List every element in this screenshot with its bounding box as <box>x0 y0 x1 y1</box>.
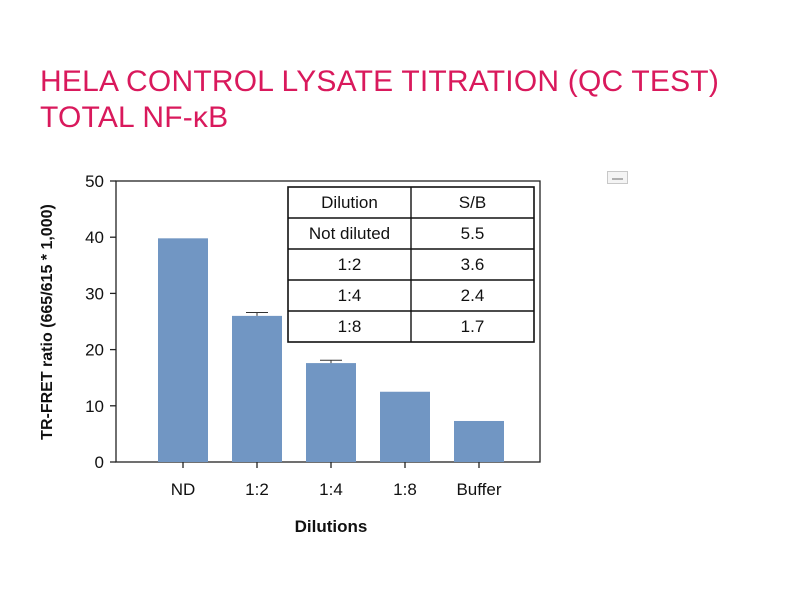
x-axis-label: Dilutions <box>295 517 368 536</box>
bar <box>380 391 430 462</box>
x-tick-label: 1:4 <box>319 480 343 499</box>
bar <box>158 238 208 462</box>
sb-table-header: S/B <box>459 193 486 212</box>
sb-table-cell: 1:8 <box>338 317 362 336</box>
sb-table-cell: Not diluted <box>309 224 390 243</box>
sb-table-cell: 5.5 <box>461 224 485 243</box>
image-placeholder-icon <box>607 171 628 184</box>
x-tick-label: 1:8 <box>393 480 417 499</box>
y-tick-label: 0 <box>95 453 104 472</box>
sb-table-cell: 1:2 <box>338 255 362 274</box>
x-tick-label: Buffer <box>456 480 501 499</box>
y-tick-label: 30 <box>85 284 104 303</box>
chart-title: HELA CONTROL LYSATE TITRATION (QC TEST) … <box>40 64 719 136</box>
bar <box>454 420 504 462</box>
chart-title-line-1: HELA CONTROL LYSATE TITRATION (QC TEST) <box>40 65 720 98</box>
sb-table-cell: 3.6 <box>461 255 485 274</box>
sb-table-header: Dilution <box>321 193 378 212</box>
sb-table-cell: 1.7 <box>461 317 485 336</box>
y-axis-label: TR-FRET ratio (665/615 * 1,000) <box>39 204 56 440</box>
y-tick-label: 40 <box>85 228 104 247</box>
y-tick-label: 50 <box>85 172 104 191</box>
sb-table-cell: 1:4 <box>338 286 362 305</box>
x-tick-label: 1:2 <box>245 480 269 499</box>
bar <box>232 315 282 462</box>
y-tick-label: 20 <box>85 341 104 360</box>
bar <box>306 363 356 462</box>
y-tick-label: 10 <box>85 397 104 416</box>
chart-title-line-2: TOTAL NF-κB <box>40 101 229 134</box>
x-tick-label: ND <box>171 480 196 499</box>
sb-table-cell: 2.4 <box>461 286 485 305</box>
